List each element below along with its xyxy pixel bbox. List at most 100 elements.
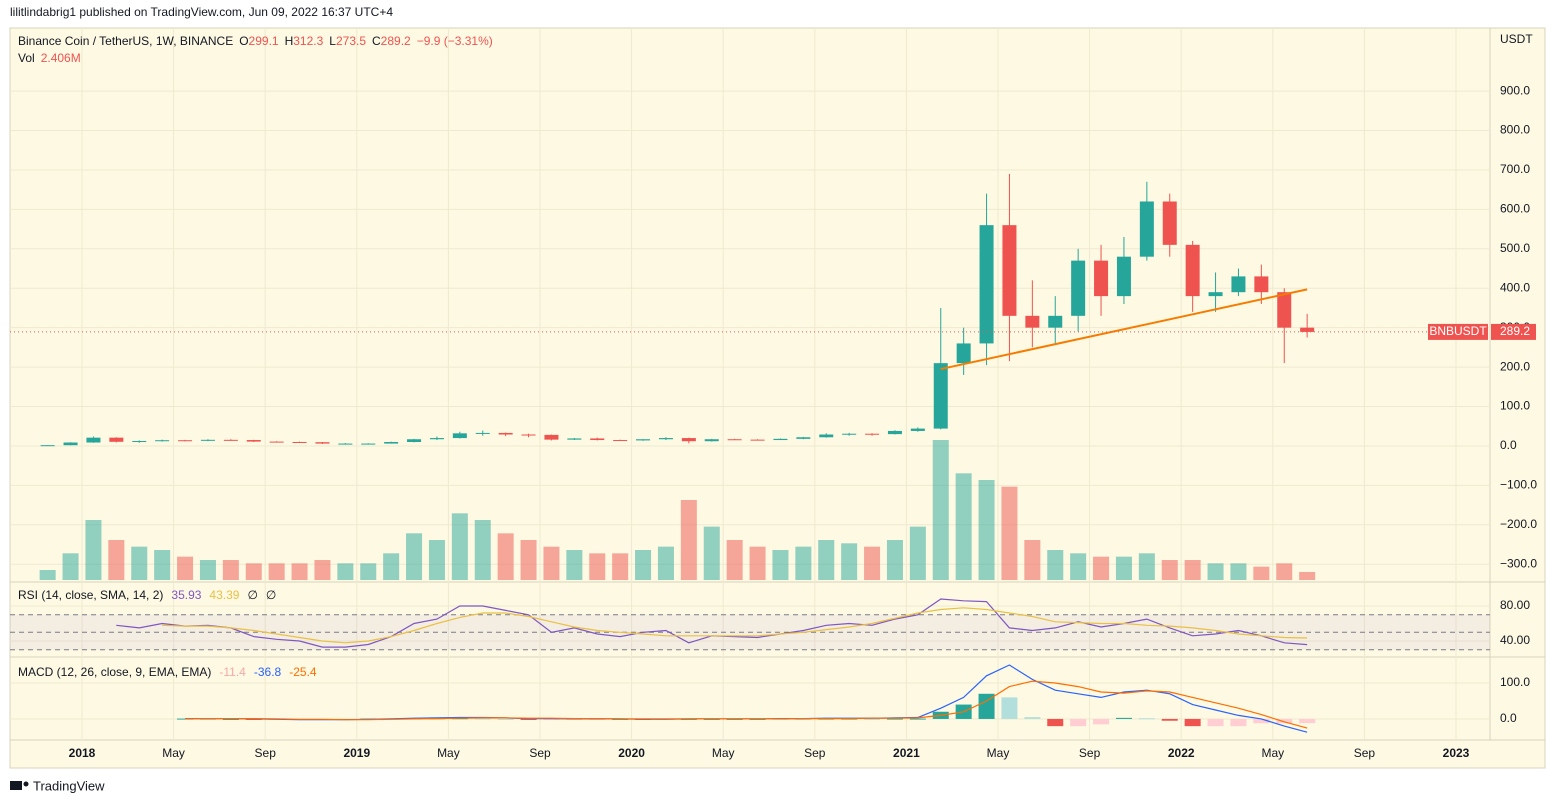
candle-body — [933, 363, 948, 429]
volume-bar — [39, 570, 56, 580]
legend-key: C — [372, 34, 381, 48]
trendline — [940, 288, 1308, 371]
volume-bar — [108, 540, 125, 580]
candle-body — [796, 437, 811, 439]
volume-bar — [657, 546, 674, 580]
candle-body — [361, 443, 376, 445]
rsi-line — [162, 607, 1308, 644]
volume-bar — [199, 560, 216, 580]
x-tick-label: Sep — [1079, 746, 1101, 760]
candle-body — [979, 225, 994, 344]
volume-bar — [772, 550, 789, 580]
volume-bar — [1230, 563, 1247, 580]
x-tick-label: May — [162, 746, 185, 760]
volume-bar — [589, 553, 606, 580]
price-badge — [1491, 323, 1536, 340]
candle-body — [750, 439, 765, 441]
histogram-bar — [1047, 718, 1064, 727]
histogram-bar — [1184, 718, 1201, 727]
histogram-bar — [1093, 718, 1110, 725]
candle-body — [590, 438, 605, 441]
candle-body — [1139, 201, 1154, 257]
x-tick-label: 2021 — [893, 746, 920, 760]
x-tick-label: 2018 — [69, 746, 96, 760]
currency: USDT — [1500, 32, 1533, 46]
candle-body — [63, 442, 78, 446]
volume-bar — [406, 533, 423, 580]
volume-bar — [268, 563, 285, 580]
x-tick-label: Sep — [804, 746, 826, 760]
histogram-bar — [1001, 697, 1018, 719]
volume-bar — [451, 513, 468, 580]
y-tick-label: −100.0 — [1500, 478, 1537, 492]
volume-bar — [154, 550, 171, 580]
rsi-legend: RSI (14, close, SMA, 14, 2) 35.93 43.39 ∅ ∅ — [18, 588, 276, 602]
histogram-bar — [474, 718, 491, 720]
candle-body — [865, 433, 880, 435]
x-tick-label: 2019 — [343, 746, 370, 760]
legend-key: Vol — [18, 51, 35, 65]
candle-body — [429, 438, 444, 440]
volume-bar — [635, 550, 652, 580]
volume-bar — [886, 540, 903, 580]
volume-bar — [245, 563, 262, 580]
volume-bar — [864, 546, 881, 580]
histogram-bar — [520, 718, 537, 720]
candle-body — [292, 442, 307, 443]
legend-value: -11.4 — [219, 665, 246, 679]
histogram-bar — [1207, 718, 1224, 727]
candle-body — [246, 440, 261, 442]
x-tick-label: May — [712, 746, 735, 760]
x-tick-label: 2022 — [1168, 746, 1195, 760]
candle-body — [1094, 260, 1109, 297]
y-tick-label: 0.0 — [1500, 711, 1517, 725]
volume-bar — [474, 520, 491, 580]
candle-body — [109, 437, 124, 442]
volume-bar — [1093, 556, 1110, 580]
histogram-bar — [1161, 718, 1178, 721]
volume-bar — [978, 480, 995, 580]
legend-name: Binance Coin / TetherUS, 1W, BINANCE — [18, 34, 233, 48]
histogram-bar — [978, 693, 995, 719]
x-tick-label: May — [437, 746, 460, 760]
candle-body — [40, 445, 55, 447]
volume-bar — [1299, 571, 1316, 580]
candle-body — [773, 438, 788, 441]
histogram-bar — [1070, 718, 1087, 727]
volume-bar — [1253, 566, 1270, 580]
volume-bar — [85, 520, 102, 580]
volume-bar — [383, 553, 400, 580]
candle-body — [1002, 225, 1017, 316]
symbol-badge — [1428, 323, 1488, 340]
volume-bar — [428, 540, 445, 580]
y-tick-label: 900.0 — [1500, 83, 1530, 97]
plot: 2018 May Sep 2019 May Sep 2020 May Sep 2021 May Sep… — [10, 28, 1537, 760]
histogram-bar — [1299, 718, 1316, 724]
y-tick-label: 40.00 — [1500, 633, 1530, 647]
volume-bar — [337, 563, 354, 580]
candle-body — [704, 439, 719, 442]
price-label: 289.2 — [1500, 324, 1530, 338]
candle-body — [1208, 292, 1223, 297]
symbol-label: BNBUSDT — [1429, 324, 1487, 338]
candle-body — [1231, 276, 1246, 293]
volume-bar — [818, 540, 835, 580]
legend-title: MACD (12, 26, close, 9, EMA, EMA) — [18, 665, 211, 679]
histogram-bar — [1230, 718, 1247, 727]
candle-body — [887, 430, 902, 435]
legend-value: -25.4 — [289, 665, 317, 679]
macd-legend: MACD (12, 26, close, 9, EMA, EMA) -11.4 -3… — [18, 665, 317, 679]
candle-body — [475, 432, 490, 434]
histogram-bar — [864, 718, 881, 720]
candle-body — [315, 442, 330, 444]
volume-bar — [131, 546, 148, 580]
legend-value: 43.39 — [209, 588, 239, 602]
candle-body — [956, 343, 971, 364]
histogram-bar — [886, 718, 903, 720]
y-tick-label: 0.0 — [1500, 438, 1517, 452]
volume-bar — [1115, 556, 1132, 580]
candle-body — [544, 434, 559, 440]
candle-body — [407, 439, 422, 442]
candle-body — [223, 439, 238, 441]
volume-bar — [291, 563, 308, 580]
